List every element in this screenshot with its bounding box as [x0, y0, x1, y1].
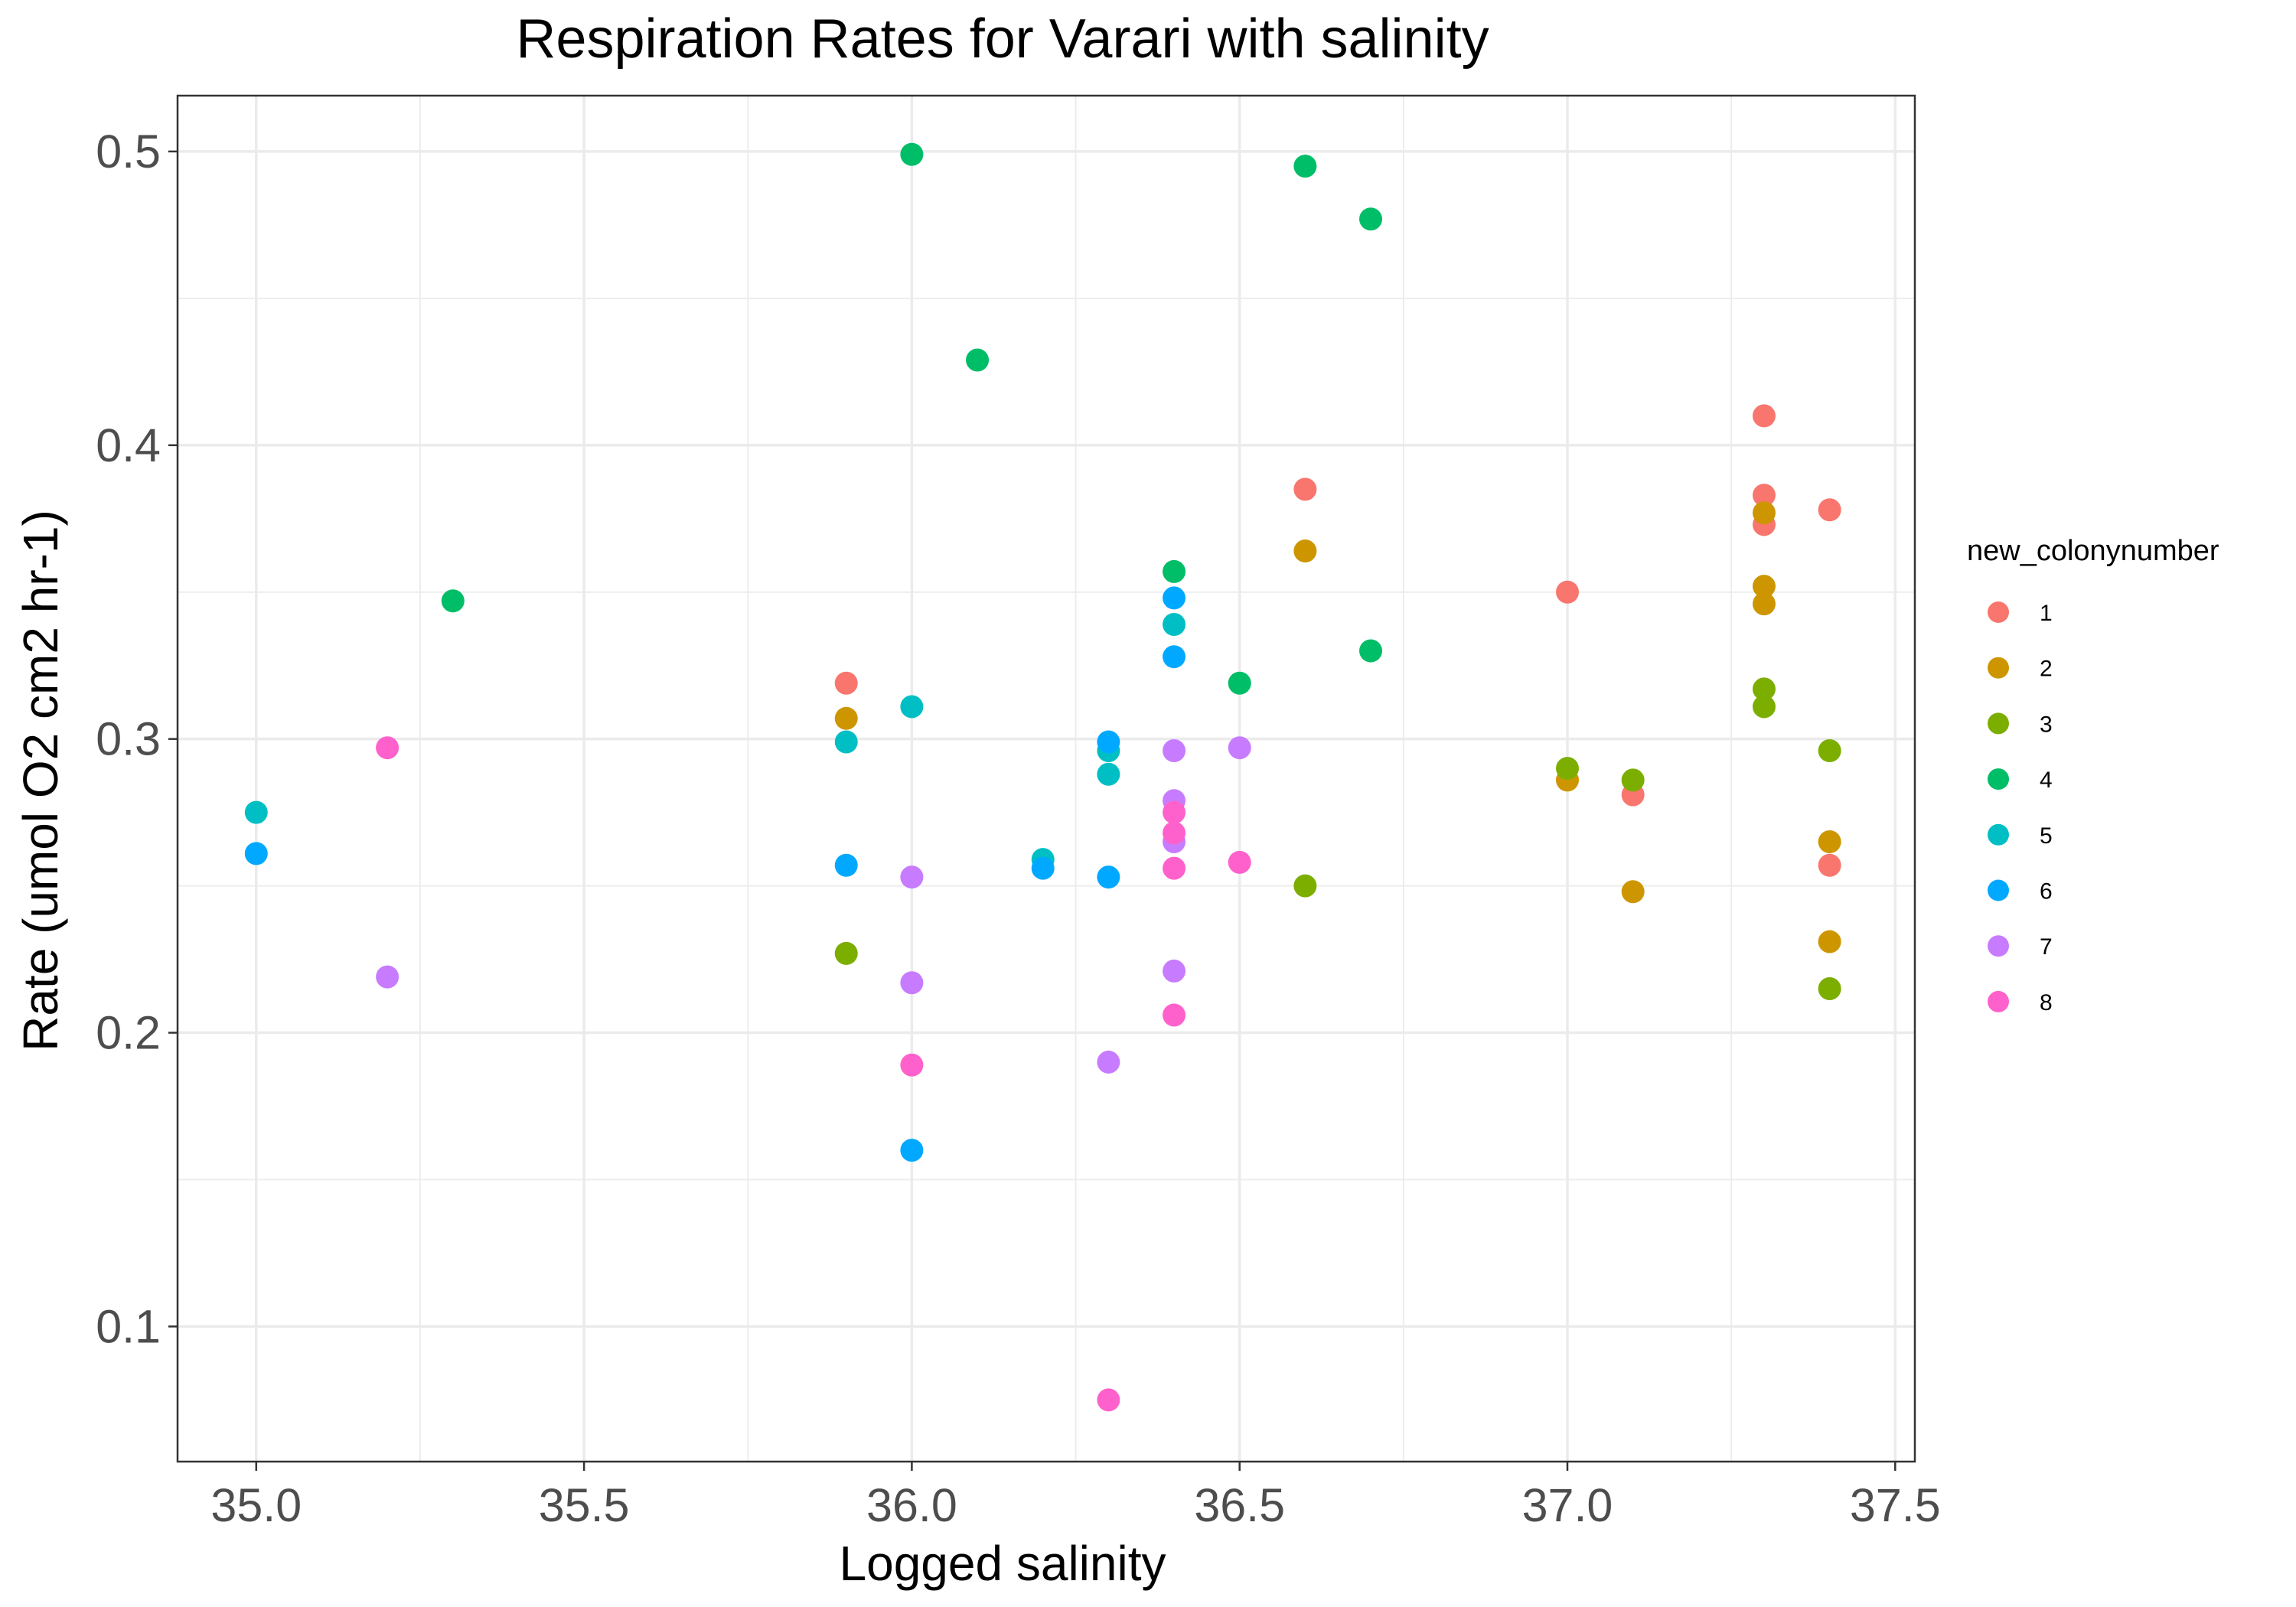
data-point-colony-6 [1097, 730, 1120, 754]
data-point-colony-6 [1097, 865, 1120, 889]
x-tick-label: 37.5 [1850, 1479, 1941, 1531]
data-point-colony-1 [1752, 404, 1776, 428]
legend-label-colony-1: 1 [2040, 601, 2053, 626]
data-point-colony-3 [1818, 976, 1841, 1000]
data-point-colony-8 [376, 736, 400, 760]
data-point-colony-4 [900, 142, 924, 166]
legend-key-colony-8 [1988, 990, 2009, 1012]
data-point-colony-2 [1293, 539, 1317, 562]
legend-key-colony-2 [1988, 657, 2009, 679]
x-tick-label: 36.5 [1194, 1479, 1285, 1531]
data-point-colony-5 [834, 730, 858, 754]
data-point-colony-5 [244, 800, 268, 824]
legend-title: new_colonynumber [1967, 535, 2219, 567]
data-point-colony-3 [1556, 757, 1579, 781]
legend: new_colonynumber 1 2 3 4 5 6 7 8 [1967, 535, 2219, 1015]
data-point-colony-7 [900, 865, 924, 889]
data-point-colony-8 [1097, 1388, 1120, 1412]
data-point-colony-1 [1818, 853, 1841, 877]
y-tick-label: 0.1 [96, 1300, 161, 1352]
gridlines [178, 96, 1915, 1462]
data-point-colony-6 [900, 1139, 924, 1162]
legend-label-colony-7: 7 [2040, 934, 2053, 960]
data-point-colony-6 [1031, 856, 1055, 880]
legend-items: 1 2 3 4 5 6 7 8 [1988, 601, 2053, 1015]
data-point-colony-1 [1752, 484, 1776, 507]
data-point-colony-7 [1163, 739, 1186, 763]
legend-label-colony-6: 6 [2040, 879, 2053, 905]
data-point-colony-8 [1163, 821, 1186, 845]
data-point-colony-8 [900, 1053, 924, 1077]
y-tick-label: 0.5 [96, 125, 161, 178]
data-point-colony-4 [1359, 207, 1383, 231]
data-point-colony-2 [1752, 501, 1776, 525]
data-point-colony-1 [834, 671, 858, 695]
legend-key-colony-3 [1988, 712, 2009, 735]
legend-label-colony-4: 4 [2040, 768, 2053, 793]
x-tick-label: 37.0 [1522, 1479, 1613, 1531]
data-point-colony-2 [1818, 930, 1841, 953]
x-axis-ticks: 35.0 35.5 36.0 36.5 37.0 37.5 [210, 1462, 1941, 1531]
y-tick-label: 0.3 [96, 713, 161, 765]
legend-label-colony-8: 8 [2040, 990, 2053, 1015]
legend-label-colony-5: 5 [2040, 823, 2053, 849]
data-point-colony-8 [1163, 1003, 1186, 1027]
y-tick-label: 0.2 [96, 1007, 161, 1059]
data-point-colony-4 [441, 589, 465, 613]
data-point-colony-3 [834, 941, 858, 965]
data-point-colony-3 [1621, 768, 1645, 792]
data-point-colony-2 [834, 706, 858, 730]
legend-label-colony-2: 2 [2040, 657, 2053, 682]
data-point-colony-8 [1163, 800, 1186, 824]
data-point-colony-2 [1621, 880, 1645, 904]
data-point-colony-2 [1752, 592, 1776, 616]
data-point-colony-7 [1097, 1050, 1120, 1074]
data-point-colony-7 [376, 965, 400, 989]
data-point-colony-6 [244, 842, 268, 865]
data-point-colony-4 [1228, 671, 1251, 695]
data-point-colony-8 [1228, 850, 1251, 874]
data-point-colony-5 [900, 695, 924, 719]
data-point-colony-6 [1163, 586, 1186, 610]
y-axis-ticks: 0.1 0.2 0.3 0.4 0.5 [96, 125, 178, 1352]
legend-key-colony-1 [1988, 601, 2009, 623]
plot-panel-border [176, 94, 1916, 1463]
data-point-colony-3 [1752, 677, 1776, 701]
data-point-colony-7 [900, 971, 924, 995]
data-point-colony-1 [1818, 498, 1841, 522]
legend-label-colony-3: 3 [2040, 712, 2053, 737]
data-point-colony-6 [1163, 645, 1186, 669]
legend-key-colony-5 [1988, 823, 2009, 846]
data-point-colony-2 [1818, 830, 1841, 854]
data-point-colony-5 [1163, 612, 1186, 636]
data-point-colony-1 [1556, 580, 1579, 604]
y-tick-label: 0.4 [96, 419, 161, 471]
data-point-colony-3 [1818, 739, 1841, 763]
x-tick-label: 36.0 [866, 1479, 957, 1531]
x-tick-label: 35.5 [539, 1479, 630, 1531]
chart-title: Respiration Rates for Varari with salini… [516, 8, 1489, 70]
data-point-colony-8 [1163, 856, 1186, 880]
data-points [244, 142, 1841, 1412]
data-point-colony-4 [1359, 639, 1383, 663]
data-point-colony-5 [1097, 762, 1120, 786]
data-point-colony-3 [1752, 695, 1776, 719]
data-point-colony-6 [834, 853, 858, 877]
data-point-colony-1 [1293, 478, 1317, 501]
legend-key-colony-7 [1988, 935, 2009, 957]
data-point-colony-4 [966, 348, 990, 372]
x-tick-label: 35.0 [210, 1479, 302, 1531]
data-point-colony-3 [1293, 874, 1317, 898]
data-point-colony-7 [1228, 736, 1251, 760]
data-point-colony-4 [1293, 155, 1317, 178]
legend-key-colony-6 [1988, 879, 2009, 901]
x-axis-title: Logged salinity [840, 1536, 1166, 1591]
legend-key-colony-4 [1988, 768, 2009, 790]
y-axis-title: Rate (umol O2 cm2 hr-1) [13, 510, 68, 1051]
data-point-colony-4 [1163, 559, 1186, 583]
data-point-colony-2 [1752, 575, 1776, 598]
data-point-colony-7 [1163, 959, 1186, 983]
